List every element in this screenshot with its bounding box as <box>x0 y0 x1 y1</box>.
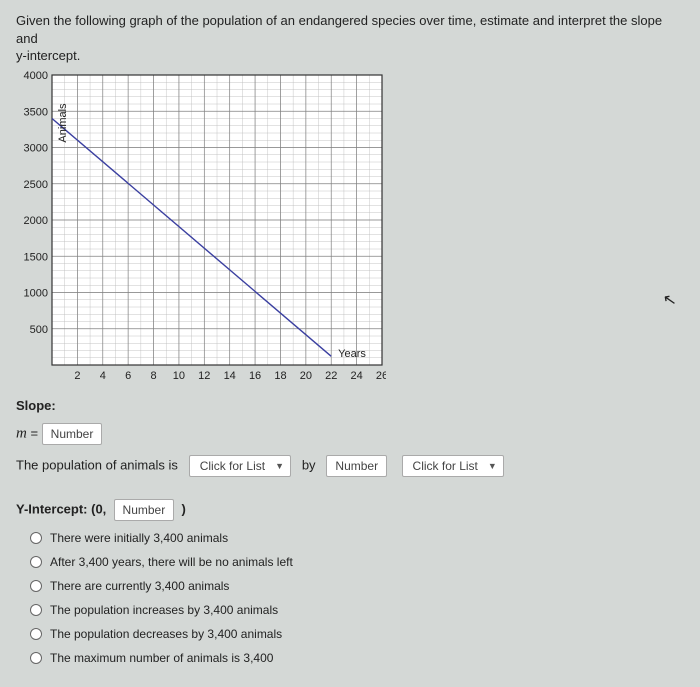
svg-text:16: 16 <box>249 370 261 382</box>
radio-label: After 3,400 years, there will be no anim… <box>50 555 293 569</box>
radio-label: The population increases by 3,400 animal… <box>50 603 278 617</box>
svg-text:Years: Years <box>338 348 366 360</box>
chevron-down-icon: ▼ <box>488 461 497 471</box>
pop-mid: by <box>302 457 316 472</box>
question-text: Given the following graph of the populat… <box>16 12 684 65</box>
pop-dropdown-2-label: Click for List <box>413 459 478 473</box>
radio-option-0[interactable]: There were initially 3,400 animals <box>30 531 684 545</box>
svg-text:24: 24 <box>350 370 362 382</box>
svg-text:10: 10 <box>173 370 185 382</box>
slope-m: m <box>16 425 27 441</box>
svg-text:Animals: Animals <box>57 103 69 143</box>
radio-option-2[interactable]: There are currently 3,400 animals <box>30 579 684 593</box>
svg-text:500: 500 <box>30 323 48 335</box>
svg-text:12: 12 <box>198 370 210 382</box>
radio-label: The population decreases by 3,400 animal… <box>50 627 282 641</box>
svg-text:6: 6 <box>125 370 131 382</box>
slope-section: Slope: <box>16 398 684 413</box>
yintercept-row: Y-Intercept: (0, Number ) <box>16 499 684 521</box>
svg-text:4000: 4000 <box>24 71 48 82</box>
pop-dropdown-1-label: Click for List <box>200 459 265 473</box>
radio-icon <box>30 628 42 640</box>
slope-input[interactable]: Number <box>42 423 103 445</box>
radio-label: The maximum number of animals is 3,400 <box>50 651 273 665</box>
svg-text:22: 22 <box>325 370 337 382</box>
svg-text:26: 26 <box>376 370 386 382</box>
svg-text:8: 8 <box>150 370 156 382</box>
svg-text:3000: 3000 <box>24 142 48 154</box>
svg-text:2: 2 <box>74 370 80 382</box>
svg-text:1000: 1000 <box>24 287 48 299</box>
svg-text:20: 20 <box>300 370 312 382</box>
yint-suffix: ) <box>181 501 185 516</box>
radio-option-5[interactable]: The maximum number of animals is 3,400 <box>30 651 684 665</box>
yint-prefix: Y-Intercept: (0, <box>16 501 106 516</box>
pop-prefix: The population of animals is <box>16 457 178 472</box>
slope-input-row: m = Number <box>16 423 684 445</box>
radio-option-1[interactable]: After 3,400 years, there will be no anim… <box>30 555 684 569</box>
cursor-icon: ↖ <box>661 289 678 311</box>
svg-text:2000: 2000 <box>24 215 48 227</box>
svg-text:18: 18 <box>274 370 286 382</box>
svg-text:4: 4 <box>100 370 106 382</box>
yint-options: There were initially 3,400 animals After … <box>30 531 684 665</box>
radio-icon <box>30 604 42 616</box>
svg-text:2500: 2500 <box>24 178 48 190</box>
radio-icon <box>30 652 42 664</box>
svg-text:3500: 3500 <box>24 106 48 118</box>
radio-icon <box>30 556 42 568</box>
radio-option-4[interactable]: The population decreases by 3,400 animal… <box>30 627 684 641</box>
radio-option-3[interactable]: The population increases by 3,400 animal… <box>30 603 684 617</box>
slope-label: Slope: <box>16 398 56 413</box>
svg-text:1500: 1500 <box>24 251 48 263</box>
question-line2: y-intercept. <box>16 48 80 63</box>
question-line1: Given the following graph of the populat… <box>16 13 662 46</box>
radio-label: There were initially 3,400 animals <box>50 531 228 545</box>
radio-icon <box>30 580 42 592</box>
population-chart: 5001000150020002500300035004000246810121… <box>16 71 684 388</box>
slope-equals: = <box>27 425 42 440</box>
radio-icon <box>30 532 42 544</box>
pop-dropdown-2[interactable]: Click for List ▼ <box>402 455 504 477</box>
chevron-down-icon: ▼ <box>275 461 284 471</box>
population-sentence: The population of animals is Click for L… <box>16 455 684 477</box>
radio-label: There are currently 3,400 animals <box>50 579 229 593</box>
pop-dropdown-1[interactable]: Click for List ▼ <box>189 455 291 477</box>
svg-text:14: 14 <box>224 370 236 382</box>
yint-input[interactable]: Number <box>114 499 175 521</box>
pop-number-input[interactable]: Number <box>326 455 387 477</box>
